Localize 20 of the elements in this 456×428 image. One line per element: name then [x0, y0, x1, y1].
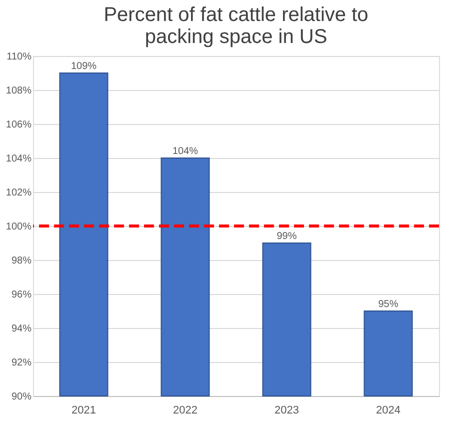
- y-tick-label: 98%: [11, 256, 32, 266]
- x-tick-label: 2023: [274, 404, 299, 416]
- y-tick-label: 100%: [6, 222, 32, 232]
- y-tick-label: 106%: [6, 120, 32, 130]
- y-tick-label: 110%: [6, 52, 32, 62]
- y-tick-label: 104%: [6, 154, 32, 164]
- x-tick-label: 2022: [173, 404, 198, 416]
- y-tick-label: 108%: [6, 86, 32, 96]
- x-tick-label: 2024: [376, 404, 400, 416]
- data-label: 109%: [70, 61, 97, 72]
- y-tick-label: 90%: [11, 392, 32, 402]
- x-tick-label: 2021: [72, 404, 96, 416]
- data-label: 99%: [276, 231, 297, 242]
- y-tick-label: 96%: [11, 290, 32, 300]
- chart-title: Percent of fat cattle relative to packing space in US: [104, 4, 368, 48]
- data-label: 95%: [378, 299, 398, 310]
- data-label: 104%: [172, 146, 198, 157]
- y-tick-label: 102%: [6, 188, 32, 198]
- y-tick-label: 94%: [11, 324, 32, 334]
- y-tick-label: 92%: [11, 358, 32, 368]
